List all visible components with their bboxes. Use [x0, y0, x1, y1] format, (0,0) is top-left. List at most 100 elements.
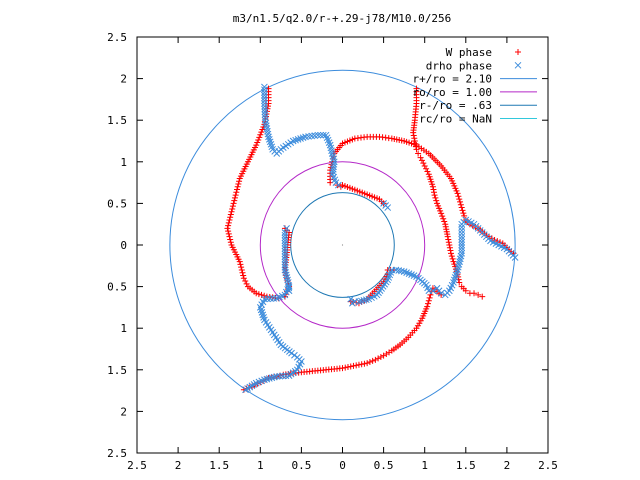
w-phase-point	[375, 355, 382, 362]
drho-phase-point	[281, 250, 289, 258]
radius-circle	[259, 161, 426, 329]
w-phase-point	[447, 247, 454, 254]
w-phase-point	[471, 290, 478, 297]
legend-label: W phase	[446, 46, 492, 59]
drho-phase-point	[429, 287, 437, 295]
x-tick-label: 2	[504, 459, 511, 472]
w-phase-point	[460, 210, 467, 217]
w-phase-point	[240, 275, 247, 282]
w-phase-point	[342, 364, 349, 371]
drho-phase-point	[355, 298, 363, 305]
x-tick-label: 2.5	[127, 459, 147, 472]
w-phase-point	[355, 361, 362, 368]
drho-phase-point	[285, 284, 293, 292]
w-phase-point	[228, 242, 235, 248]
w-phase-point	[448, 250, 455, 257]
w-phase-point	[429, 183, 436, 190]
drho-phase-point	[261, 376, 268, 384]
w-phase-point	[227, 236, 234, 243]
w-phase-point	[458, 204, 465, 211]
legend-label: ro/ro = 1.00	[413, 86, 492, 99]
x-axis: 2.5 2 1.5 1 0.5 0 0.5 1 1.5 2 2.5	[127, 37, 558, 472]
w-phase-point	[479, 293, 486, 300]
w-phase-point	[225, 222, 232, 229]
w-phase-point	[256, 134, 263, 141]
w-phase-point	[234, 183, 241, 190]
drho-phase-point	[270, 295, 278, 302]
center-dot	[341, 244, 344, 246]
w-phase-point	[239, 269, 246, 276]
drho-phase-point	[458, 244, 466, 252]
w-phase-point	[229, 205, 236, 212]
drho-phase-point	[329, 168, 337, 176]
w-phase-point	[445, 236, 452, 243]
w-phase-point	[242, 278, 249, 285]
drho-phase-point	[282, 372, 290, 380]
x-tick-label: 0.5	[374, 459, 394, 472]
w-phase-point	[438, 210, 445, 217]
drho-phase-point	[281, 245, 289, 252]
drho-phase-point	[458, 223, 466, 231]
w-phase-point	[421, 162, 428, 169]
w-phase-point	[446, 242, 453, 248]
x-tick-label: 2.5	[538, 459, 558, 472]
drho-phase-point	[285, 281, 292, 289]
drho-phase-point	[261, 105, 269, 113]
drho-phase-point	[360, 296, 368, 304]
w-phase-point	[431, 192, 438, 199]
x-tick-label: 1	[257, 459, 264, 472]
drho-phase-point	[317, 131, 324, 139]
w-phase-point	[454, 190, 461, 197]
w-phase-point	[361, 360, 368, 367]
w-phase-point	[364, 360, 371, 367]
drho-phase-point	[358, 297, 365, 305]
drho-phase-point	[458, 230, 466, 237]
x-tick-label: 0.5	[291, 459, 311, 472]
w-phase-point	[431, 189, 438, 196]
w-phase-point	[424, 300, 431, 307]
drho-phase-point	[261, 108, 269, 116]
w-phase-point	[440, 215, 447, 222]
w-phase-point	[238, 266, 245, 273]
legend-label: drho phase	[426, 59, 492, 72]
y-tick-label: 2.5	[107, 447, 127, 460]
x-tick-label: 1.5	[456, 459, 476, 472]
drho-phase-point	[261, 91, 268, 99]
drho-phase-point	[284, 276, 291, 284]
w-phase-point	[448, 253, 455, 260]
w-phase-point	[457, 201, 464, 208]
drho-phase-point	[282, 271, 290, 279]
y-tick-label: 1	[120, 322, 127, 335]
drho-phase-point	[285, 287, 293, 295]
x-tick-label: 1.5	[209, 459, 229, 472]
drho-phase-point	[291, 351, 298, 359]
w-phase-point	[430, 186, 437, 193]
w-phase-point	[449, 255, 456, 262]
x-tick-label: 0	[339, 459, 346, 472]
w-phase-point	[424, 303, 431, 310]
w-phase-point	[261, 292, 268, 299]
w-phase-point	[257, 131, 264, 138]
w-phase-point	[254, 139, 261, 146]
w-phase-point	[446, 244, 453, 251]
w-phase-point	[226, 217, 233, 224]
w-phase-point	[235, 180, 242, 187]
w-phase-point	[238, 264, 245, 271]
w-phase-point	[369, 357, 376, 364]
w-phase-point	[457, 198, 464, 205]
chart-title: m3/n1.5/q2.0/r-+.29-j78/M10.0/256	[233, 12, 452, 25]
drho-phase-point	[281, 242, 289, 250]
w-phase-point	[236, 178, 243, 185]
drho-phase-point	[388, 266, 396, 274]
drho-phase-point	[458, 238, 466, 246]
drho-phase-point	[281, 255, 289, 263]
w-phase-point	[227, 239, 234, 246]
drho-phase-point	[267, 295, 274, 303]
w-phase-point	[444, 233, 451, 240]
w-phase-point	[234, 186, 241, 193]
w-phase-point	[372, 356, 379, 363]
w-phase-point	[231, 194, 238, 201]
drho-phase-point	[281, 237, 289, 244]
drho-phase-point	[293, 353, 301, 361]
